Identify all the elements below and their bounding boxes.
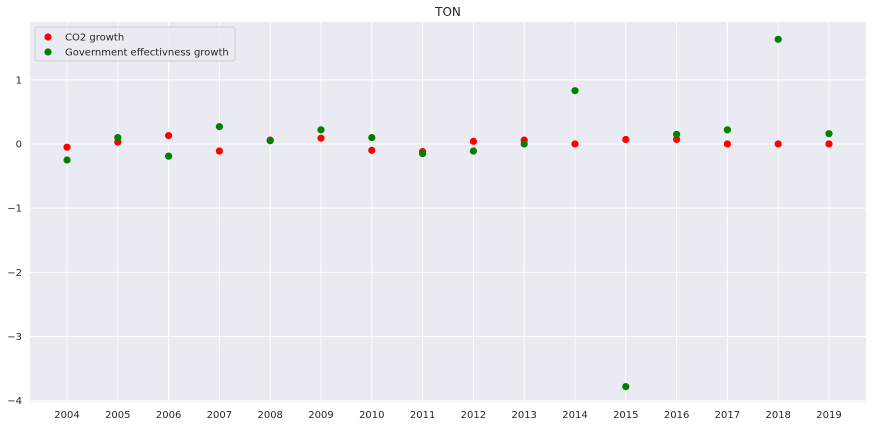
legend-marker (44, 48, 52, 56)
data-point (368, 146, 376, 154)
x-tick-label: 2011 (410, 410, 435, 421)
legend: CO2 growth Government effectivness growth (34, 26, 236, 62)
data-point (774, 140, 782, 148)
data-point (317, 134, 325, 142)
x-tick-label: 2018 (765, 410, 790, 421)
data-point (774, 35, 782, 43)
data-point (622, 382, 630, 391)
data-point (622, 135, 630, 144)
x-tick-label: 2010 (359, 410, 384, 421)
x-tick-label: 2007 (207, 410, 232, 421)
y-tick-label: −3 (7, 332, 22, 343)
data-point (368, 133, 376, 142)
x-tick-label: 2005 (105, 410, 130, 421)
legend-marker (44, 33, 52, 41)
x-tick-label: 2008 (257, 410, 282, 421)
x-tick-label: 2009 (308, 410, 333, 421)
grid (30, 22, 866, 402)
data-point (469, 147, 477, 155)
x-tick-label: 2017 (715, 410, 740, 421)
y-tick-label: 1 (16, 75, 22, 86)
x-tick-label: 2016 (664, 410, 689, 421)
data-point (215, 147, 223, 155)
y-tick-label: −4 (7, 396, 22, 407)
data-points (63, 35, 833, 391)
legend-label: Government effectivness growth (65, 48, 229, 59)
x-tick-label: 2019 (816, 410, 841, 421)
data-point (215, 123, 223, 131)
x-axis: 2004 2005 2006 2007 2008 2009 2010 2011 2012 2013… (54, 410, 841, 421)
data-point (266, 137, 274, 145)
data-point (673, 130, 681, 138)
y-tick-label: −1 (7, 204, 22, 215)
data-point (723, 140, 732, 148)
y-tick-label: 0 (16, 139, 22, 150)
plot-area (30, 22, 866, 402)
x-tick-label: 2012 (461, 410, 486, 421)
x-tick-label: 2013 (511, 410, 536, 421)
data-point (419, 149, 427, 158)
data-point (114, 133, 122, 142)
data-point (165, 152, 173, 160)
data-point (165, 132, 173, 140)
x-tick-label: 2006 (156, 410, 181, 421)
y-axis: −4 −3 −2 −1 0 1 (7, 75, 22, 407)
data-point (673, 135, 681, 144)
data-point (520, 140, 528, 148)
x-tick-label: 2014 (562, 410, 587, 421)
data-point (63, 143, 71, 151)
legend-box (34, 26, 236, 62)
data-point (63, 156, 71, 164)
chart-title: TON (434, 5, 461, 19)
data-point (469, 137, 477, 145)
x-tick-label: 2004 (54, 410, 79, 421)
x-tick-label: 2015 (613, 410, 638, 421)
y-tick-label: −2 (7, 268, 22, 279)
data-point (723, 126, 732, 134)
data-point (571, 140, 579, 148)
data-point (317, 126, 325, 134)
data-point (825, 140, 833, 148)
legend-label: CO2 growth (65, 33, 124, 44)
data-point (825, 130, 833, 138)
data-point (571, 87, 579, 95)
